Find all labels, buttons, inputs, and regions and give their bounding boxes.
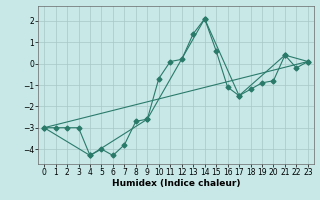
- X-axis label: Humidex (Indice chaleur): Humidex (Indice chaleur): [112, 179, 240, 188]
